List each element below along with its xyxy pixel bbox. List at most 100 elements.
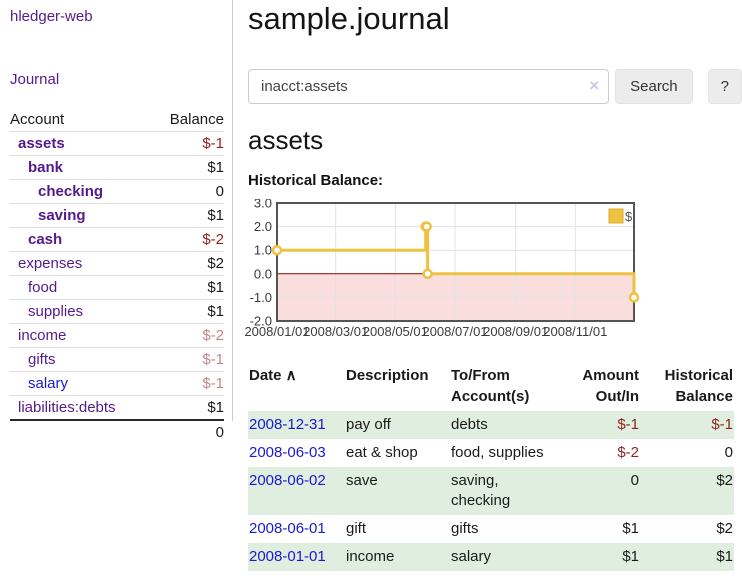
account-balance: $-2 [151, 227, 224, 252]
account-balance: 0 [151, 179, 224, 204]
sidebar-account-link-cash[interactable]: cash [28, 231, 63, 248]
sidebar-account-row: gifts $-1 [10, 347, 224, 372]
accounts-table: Account Balance assets $-1 bank $1 checking 0… [10, 108, 224, 444]
sidebar-account-link-salary[interactable]: salary [28, 375, 69, 392]
transaction-description: eat & shop [346, 444, 418, 461]
transaction-accounts: food, supplies [451, 444, 544, 461]
x-axis-tick-label: 2008/03/01 [303, 324, 368, 339]
y-axis-tick-label: 2.0 [254, 219, 272, 234]
transaction-date-link[interactable]: 2008-01-01 [249, 548, 326, 565]
accounts-header-account: Account [10, 111, 65, 128]
sidebar-item-journal[interactable]: Journal [10, 71, 60, 88]
x-axis-tick-label: 2008/05/01 [363, 324, 428, 339]
transaction-balance: 0 [724, 444, 733, 461]
account-balance: $2 [151, 251, 224, 276]
transaction-date-link[interactable]: 2008-06-02 [249, 472, 326, 489]
transaction-description: pay off [346, 416, 391, 433]
x-axis-tick-label: 2008/01/01 [244, 324, 309, 339]
data-point-marker [628, 292, 640, 303]
transaction-balance: $1 [716, 548, 733, 565]
help-button[interactable]: ? [707, 69, 742, 104]
chart-title: Historical Balance: [248, 172, 384, 189]
transaction-amount: $-2 [617, 444, 639, 461]
transaction-accounts: debts [451, 416, 488, 433]
sidebar-account-link-income[interactable]: income [18, 327, 67, 344]
sidebar-account-row: expenses $2 [10, 251, 224, 276]
sidebar: hledger-web Journal Account Balance asse… [0, 0, 233, 444]
transaction-date-link[interactable]: 2008-06-03 [249, 444, 326, 461]
transaction-row: 2008-12-31 pay off debts $-1 $-1 [248, 411, 734, 439]
sidebar-account-row: income $-2 [10, 323, 224, 348]
balance-chart: 3.0 2.0 1.0 0.0 -1.0 -2.02008/01/012008/03/01… [244, 199, 640, 339]
sidebar-account-row: salary $-1 [10, 371, 224, 396]
transaction-row: 2008-06-02 save saving, checking 0 $2 [248, 467, 734, 515]
transaction-row: 2008-06-01 gift gifts $1 $2 [248, 515, 734, 543]
transaction-date-link[interactable]: 2008-12-31 [249, 416, 326, 433]
account-balance: $1 [151, 395, 224, 420]
transaction-amount: $-1 [617, 416, 639, 433]
account-balance: $-1 [151, 347, 224, 372]
accounts-total-value: 0 [151, 419, 224, 444]
sidebar-account-link-supplies[interactable]: supplies [28, 303, 84, 320]
sidebar-account-row: food $1 [10, 275, 224, 300]
sidebar-account-row: bank $1 [10, 155, 224, 180]
legend-swatch [608, 208, 624, 224]
accounts-header-row: Account Balance [10, 108, 224, 132]
transaction-date-link[interactable]: 2008-06-01 [249, 520, 326, 537]
x-axis-tick-label: 2008/09/01 [483, 324, 548, 339]
y-axis-tick-label: 1.0 [254, 243, 272, 258]
sidebar-account-row: checking 0 [10, 179, 224, 204]
sidebar-account-link-expenses[interactable]: expenses [18, 255, 83, 272]
x-axis-tick-label: 2008/11/01 [543, 324, 607, 339]
sidebar-account-link-bank[interactable]: bank [28, 159, 64, 176]
account-balance: $1 [151, 275, 224, 300]
sidebar-account-link-gifts[interactable]: gifts [28, 351, 56, 368]
transaction-balance: $2 [716, 520, 733, 537]
search-form: × Search ? [248, 69, 742, 104]
account-balance: $1 [151, 299, 224, 324]
account-balance: $-1 [151, 371, 224, 396]
sidebar-account-link-assets[interactable]: assets [18, 135, 65, 152]
sidebar-account-link-food[interactable]: food [28, 279, 58, 296]
y-axis-tick-label: -2.0 [250, 314, 272, 329]
sidebar-account-row: cash $-2 [10, 227, 224, 252]
account-balance: $-2 [151, 323, 224, 348]
transaction-description: income [346, 548, 395, 565]
transaction-row: 2008-01-01 income salary $1 $1 [248, 543, 734, 571]
account-balance: $-1 [151, 131, 224, 156]
accounts-header-balance: Balance [169, 111, 224, 128]
clear-search-icon[interactable]: × [589, 76, 600, 95]
transaction-accounts: gifts [451, 520, 479, 537]
transaction-accounts: saving, checking [451, 472, 511, 509]
column-header-to-from-account-s-: To/From Account(s) [451, 367, 530, 405]
account-heading: assets [248, 125, 324, 155]
y-axis-tick-label: 3.0 [254, 199, 272, 211]
transaction-description: gift [346, 520, 367, 537]
sidebar-account-row: saving $1 [10, 203, 224, 228]
y-axis-tick-label: -1.0 [250, 290, 272, 305]
page-title: sample.journal [248, 1, 450, 36]
transaction-balance: $2 [716, 472, 733, 489]
plot-border [276, 202, 635, 322]
data-point-marker [421, 221, 432, 232]
sidebar-account-link-liabilities-debts[interactable]: liabilities:debts [18, 399, 116, 416]
brand-link[interactable]: hledger-web [10, 8, 93, 25]
sidebar-account-row: supplies $1 [10, 299, 224, 324]
transaction-balance: $-1 [711, 416, 733, 433]
transaction-amount: $1 [622, 548, 639, 565]
historical-balance-chart: 3.0 2.0 1.0 0.0 -1.0 -2.0 2008/01/01 2008/03/01… [236, 199, 738, 347]
transaction-accounts: salary [451, 548, 492, 565]
data-point-marker [271, 244, 283, 256]
column-header-amount-out-in: Amount Out/In [582, 367, 639, 405]
sidebar-account-link-saving[interactable]: saving [38, 207, 86, 224]
sidebar-account-row: assets $-1 [10, 131, 224, 156]
search-button[interactable]: Search [615, 69, 693, 104]
column-header-date[interactable]: Date ∧ [249, 367, 297, 384]
x-axis-tick-label: 2008/07/01 [422, 324, 487, 339]
register-body: 2008-12-31 pay off debts $-1 $-1 2008-06-03 ea… [248, 411, 734, 571]
sidebar-accounts-body: assets $-1 bank $1 checking 0 saving $1 cash $-2 e… [10, 131, 224, 444]
sidebar-account-row: liabilities:debts $1 [10, 395, 224, 420]
sidebar-account-link-checking[interactable]: checking [38, 183, 104, 200]
main-content: sample.journal × Search ? assets Histori… [244, 0, 742, 571]
search-input[interactable] [248, 69, 610, 104]
